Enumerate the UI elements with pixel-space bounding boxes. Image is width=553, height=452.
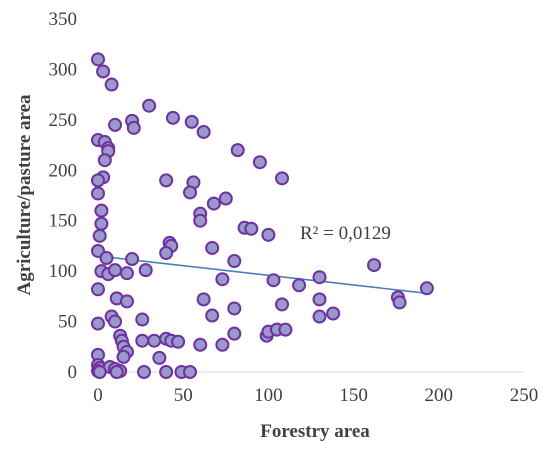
y-tick-label: 350 [49,9,78,30]
data-point [165,110,180,125]
data-point [275,297,290,312]
data-point [108,263,123,278]
x-tick-label: 50 [174,385,193,406]
x-tick-label: 250 [510,385,539,406]
data-point [138,263,153,278]
y-axis-title: Agriculture/pasture area [14,94,35,296]
data-points [91,52,434,379]
data-point [392,295,407,310]
data-point [152,350,167,365]
data-point [205,308,220,323]
data-point [91,52,105,67]
data-point [137,365,152,379]
data-point [126,120,141,135]
y-tick-label: 250 [49,110,78,131]
data-point [159,245,174,260]
data-point [142,98,157,113]
data-point [312,309,327,324]
x-axis-ticks: 0 50 100 150 200 250 [93,385,538,406]
data-point [104,77,119,92]
y-tick-label: 300 [49,59,78,80]
y-axis-ticks: 0 50 100 150 200 250 300 350 [49,9,78,383]
data-point [91,173,105,188]
y-tick-label: 0 [68,362,78,383]
data-point [94,216,109,231]
data-point [266,273,281,288]
data-point [159,173,174,188]
x-tick-label: 100 [254,385,283,406]
data-point [196,292,211,307]
data-point [215,337,230,352]
data-point [230,143,245,158]
x-axis-title: Forestry area [260,421,370,442]
y-tick-label: 50 [58,312,77,333]
data-point [92,365,107,379]
data-point [183,185,198,200]
r-squared-label: R² = 0,0129 [300,223,391,244]
data-point [196,124,211,139]
data-point [227,301,242,316]
data-point [108,314,123,329]
data-point [94,203,109,218]
data-point [125,252,140,267]
data-point [91,282,105,297]
data-point [419,281,434,296]
data-point [292,278,307,293]
data-point [96,64,111,79]
y-tick-label: 100 [49,261,78,282]
y-tick-label: 200 [49,160,78,181]
data-point [367,258,382,273]
data-point [193,337,208,352]
data-point [119,266,134,281]
data-point [99,251,114,266]
data-point [312,270,327,285]
y-tick-label: 150 [49,211,78,232]
data-point [252,155,267,170]
data-point [278,322,293,337]
data-point [326,306,341,321]
data-point [108,117,123,132]
data-point [227,326,242,341]
x-tick-label: 150 [339,385,368,406]
data-point [205,240,220,255]
data-point [171,334,186,349]
data-point [116,349,131,364]
x-tick-label: 0 [93,385,103,406]
data-point [193,213,208,228]
data-point [218,191,233,206]
data-point [184,114,199,129]
data-point [135,333,150,348]
data-point [92,228,107,243]
data-point [206,196,221,211]
trendline [97,255,427,295]
data-point [183,365,198,379]
data-point [135,312,150,327]
data-point [147,333,162,348]
data-point [97,153,112,168]
data-point [91,186,105,201]
data-point [312,292,327,307]
data-point [109,365,124,379]
data-point [261,227,276,242]
data-point [244,221,259,236]
data-point [275,171,290,186]
data-point [119,294,134,309]
data-point [159,365,174,379]
data-point [91,316,105,331]
data-point [215,272,230,287]
x-tick-label: 200 [425,385,454,406]
data-point [227,254,242,269]
